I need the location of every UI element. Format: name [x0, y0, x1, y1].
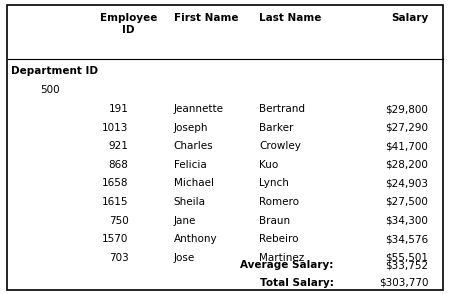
Text: Lynch: Lynch [259, 178, 289, 188]
Text: Sheila: Sheila [174, 197, 206, 207]
Text: $28,200: $28,200 [386, 160, 428, 170]
Text: Crowley: Crowley [259, 141, 301, 151]
Text: $34,300: $34,300 [386, 216, 428, 225]
Text: First Name: First Name [174, 13, 238, 23]
Text: Barker: Barker [259, 123, 294, 133]
Text: Charles: Charles [174, 141, 213, 151]
Text: $41,700: $41,700 [386, 141, 428, 151]
Text: Jeannette: Jeannette [174, 104, 224, 114]
Text: 500: 500 [41, 85, 60, 95]
Text: Michael: Michael [174, 178, 214, 188]
Text: Felicia: Felicia [174, 160, 207, 170]
Text: 1658: 1658 [102, 178, 129, 188]
Text: Department ID: Department ID [11, 66, 98, 76]
Text: Anthony: Anthony [174, 234, 217, 244]
Text: $34,576: $34,576 [385, 234, 428, 244]
Text: Salary: Salary [391, 13, 428, 23]
Text: Employee
ID: Employee ID [100, 13, 157, 35]
Text: $27,500: $27,500 [386, 197, 428, 207]
Text: Martinez: Martinez [259, 253, 304, 263]
Text: 1570: 1570 [102, 234, 129, 244]
Text: Jane: Jane [174, 216, 196, 225]
Text: 703: 703 [109, 253, 129, 263]
Text: Last Name: Last Name [259, 13, 322, 23]
Text: $303,770: $303,770 [379, 278, 428, 288]
Text: 1615: 1615 [102, 197, 129, 207]
Text: $33,752: $33,752 [385, 260, 428, 270]
Text: Rebeiro: Rebeiro [259, 234, 299, 244]
Text: 191: 191 [109, 104, 129, 114]
Text: Kuo: Kuo [259, 160, 279, 170]
Text: 1013: 1013 [102, 123, 129, 133]
Text: Total Salary:: Total Salary: [260, 278, 334, 288]
Text: Bertrand: Bertrand [259, 104, 305, 114]
Text: Jose: Jose [174, 253, 195, 263]
Text: Average Salary:: Average Salary: [240, 260, 334, 270]
Text: Braun: Braun [259, 216, 290, 225]
Text: $55,501: $55,501 [386, 253, 428, 263]
Text: Romero: Romero [259, 197, 299, 207]
Text: $27,290: $27,290 [386, 123, 428, 133]
Text: 750: 750 [109, 216, 129, 225]
Text: $29,800: $29,800 [386, 104, 428, 114]
Text: 921: 921 [109, 141, 129, 151]
Text: 868: 868 [109, 160, 129, 170]
Text: $24,903: $24,903 [386, 178, 428, 188]
Text: Joseph: Joseph [174, 123, 208, 133]
